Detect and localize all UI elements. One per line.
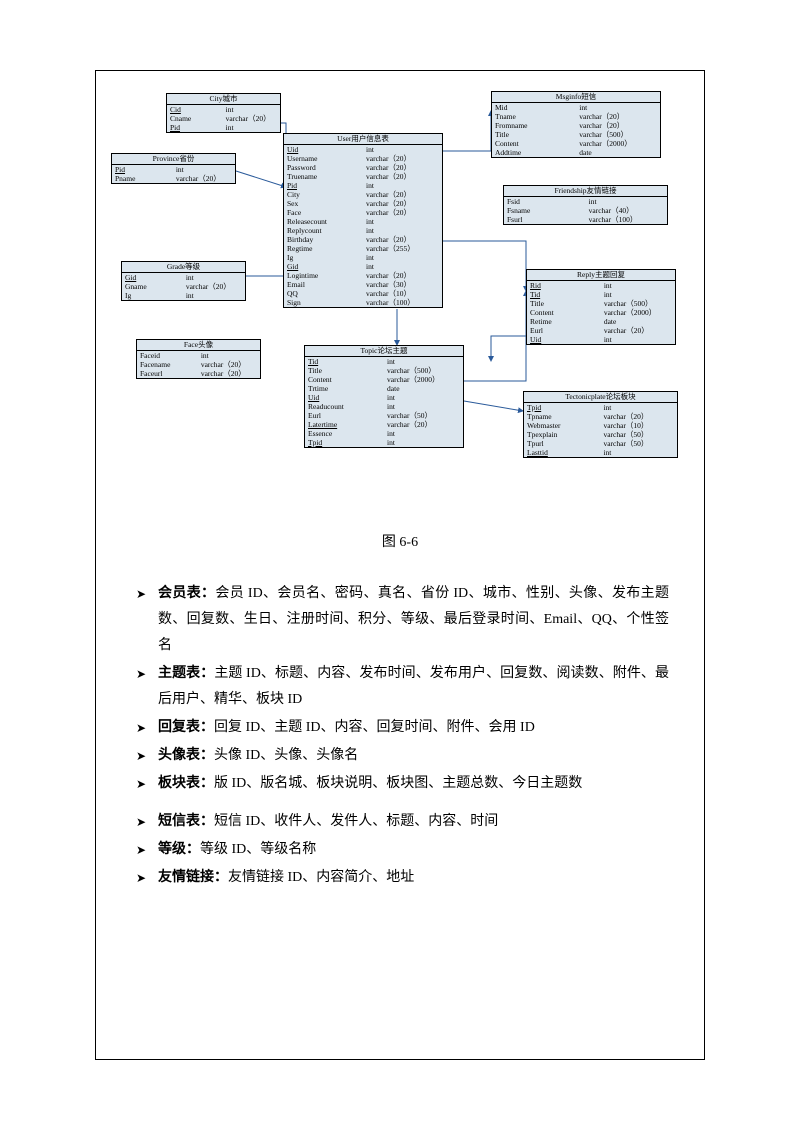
table-row: Releasecountint (284, 217, 442, 226)
table-row: Faceidint (137, 351, 260, 360)
table-header: User用户信息表 (284, 134, 442, 145)
table-row: Titlevarchar（500） (492, 130, 660, 139)
table-row: Cnamevarchar（20） (167, 114, 280, 123)
table-row: Webmastervarchar（10） (524, 421, 677, 430)
table-row: Latertimevarchar（20） (305, 420, 463, 429)
table-row: Fsidint (504, 197, 667, 206)
bullet-item: 等级：等级 ID、等级名称 (136, 837, 669, 863)
bullet-item: 主题表：主题 ID、标题、内容、发布时间、发布用户、回复数、阅读数、附件、最后用… (136, 661, 669, 713)
table-header: Grade等级 (122, 262, 245, 273)
bullet-item: 会员表：会员 ID、会员名、密码、真名、省份 ID、城市、性别、头像、发布主题数… (136, 581, 669, 659)
table-row: Birthdayvarchar（20） (284, 235, 442, 244)
table-tectonic: Tectonicplate论坛板块TpidintTpnamevarchar（20… (523, 391, 678, 458)
table-row: Pidint (112, 165, 235, 174)
table-row: Igint (122, 291, 245, 300)
table-row: Contentvarchar（2000） (527, 308, 675, 317)
table-face: Face头像FaceidintFacenamevarchar（20）Faceur… (136, 339, 261, 379)
bullet-item: 友情链接：友情链接 ID、内容简介、地址 (136, 865, 669, 891)
table-friendship: Friendship友情链接FsidintFsnamevarchar（40）Fs… (503, 185, 668, 225)
er-diagram: City城市CidintCnamevarchar（20）PidintProvin… (111, 91, 691, 491)
table-row: QQvarchar（10） (284, 289, 442, 298)
table-row: Gidint (122, 273, 245, 282)
table-header: Topic论坛主题 (305, 346, 463, 357)
table-reply: Reply主题回复RidintTidintTitlevarchar（500）Co… (526, 269, 676, 345)
bullet-list: 会员表：会员 ID、会员名、密码、真名、省份 ID、城市、性别、头像、发布主题数… (111, 581, 689, 891)
table-row: Essenceint (305, 429, 463, 438)
table-row: Pidint (284, 181, 442, 190)
table-row: Pnamevarchar（20） (112, 174, 235, 183)
table-row: Retimedate (527, 317, 675, 326)
table-row: Contentvarchar（2000） (492, 139, 660, 148)
table-row: Tnamevarchar（20） (492, 112, 660, 121)
table-row: Fsnamevarchar（40） (504, 206, 667, 215)
bullet-item: 短信表：短信 ID、收件人、发件人、标题、内容、时间 (136, 809, 669, 835)
table-row: Trtimedate (305, 384, 463, 393)
table-row: Tpidint (524, 403, 677, 412)
bullet-item: 回复表：回复 ID、主题 ID、内容、回复时间、附件、会用 ID (136, 715, 669, 741)
table-row: Ridint (527, 281, 675, 290)
table-row: Pidint (167, 123, 280, 132)
table-topic: Topic论坛主题TidintTitlevarchar（500）Contentv… (304, 345, 464, 448)
table-row: Lasttidint (524, 448, 677, 457)
table-row: Gidint (284, 262, 442, 271)
table-row: Faceurlvarchar（20） (137, 369, 260, 378)
table-row: Logintimevarchar（20） (284, 271, 442, 280)
table-row: Titlevarchar（500） (527, 299, 675, 308)
table-header: Reply主题回复 (527, 270, 675, 281)
table-header: Msginfo短信 (492, 92, 660, 103)
table-row: Gnamevarchar（20） (122, 282, 245, 291)
table-row: Addtimedate (492, 148, 660, 157)
figure-caption: 图 6-6 (111, 531, 689, 551)
table-header: Province省份 (112, 154, 235, 165)
table-header: City城市 (167, 94, 280, 105)
table-row: Tpnamevarchar（20） (524, 412, 677, 421)
table-row: Eurlvarchar（50） (305, 411, 463, 420)
table-row: Truenamevarchar（20） (284, 172, 442, 181)
bullet-item: 板块表：版 ID、版名城、板块说明、板块图、主题总数、今日主题数 (136, 771, 669, 797)
table-row: Tpidint (305, 438, 463, 447)
table-row: Passwordvarchar（20） (284, 163, 442, 172)
table-grade: Grade等级GidintGnamevarchar（20）Igint (121, 261, 246, 301)
page-border: City城市CidintCnamevarchar（20）PidintProvin… (95, 70, 705, 1060)
table-row: Fromnamevarchar（20） (492, 121, 660, 130)
table-row: Tidint (305, 357, 463, 366)
table-row: Titlevarchar（500） (305, 366, 463, 375)
table-row: Usernamevarchar（20） (284, 154, 442, 163)
table-row: Regtimevarchar（255） (284, 244, 442, 253)
table-header: Friendship友情链接 (504, 186, 667, 197)
table-row: Uidint (305, 393, 463, 402)
table-header: Face头像 (137, 340, 260, 351)
table-row: Signvarchar（100） (284, 298, 442, 307)
table-row: Facevarchar（20） (284, 208, 442, 217)
table-row: Tpexplainvarchar（50） (524, 430, 677, 439)
table-row: Facenamevarchar（20） (137, 360, 260, 369)
table-city: City城市CidintCnamevarchar（20）Pidint (166, 93, 281, 133)
table-row: Contentvarchar（2000） (305, 375, 463, 384)
table-header: Tectonicplate论坛板块 (524, 392, 677, 403)
table-row: Fsurlvarchar（100） (504, 215, 667, 224)
table-row: Eurlvarchar（20） (527, 326, 675, 335)
table-row: Uidint (284, 145, 442, 154)
table-user: User用户信息表UidintUsernamevarchar（20）Passwo… (283, 133, 443, 308)
table-msginfo: Msginfo短信MidintTnamevarchar（20）Fromnamev… (491, 91, 661, 158)
table-row: Igint (284, 253, 442, 262)
table-row: Sexvarchar（20） (284, 199, 442, 208)
table-row: Readucountint (305, 402, 463, 411)
table-row: Emailvarchar（30） (284, 280, 442, 289)
table-row: Replycountint (284, 226, 442, 235)
table-row: Uidint (527, 335, 675, 344)
table-row: Cidint (167, 105, 280, 114)
table-row: Tidint (527, 290, 675, 299)
table-row: Cityvarchar（20） (284, 190, 442, 199)
bullet-item: 头像表：头像 ID、头像、头像名 (136, 743, 669, 769)
table-row: Tpurlvarchar（50） (524, 439, 677, 448)
table-row: Midint (492, 103, 660, 112)
table-province: Province省份PidintPnamevarchar（20） (111, 153, 236, 184)
